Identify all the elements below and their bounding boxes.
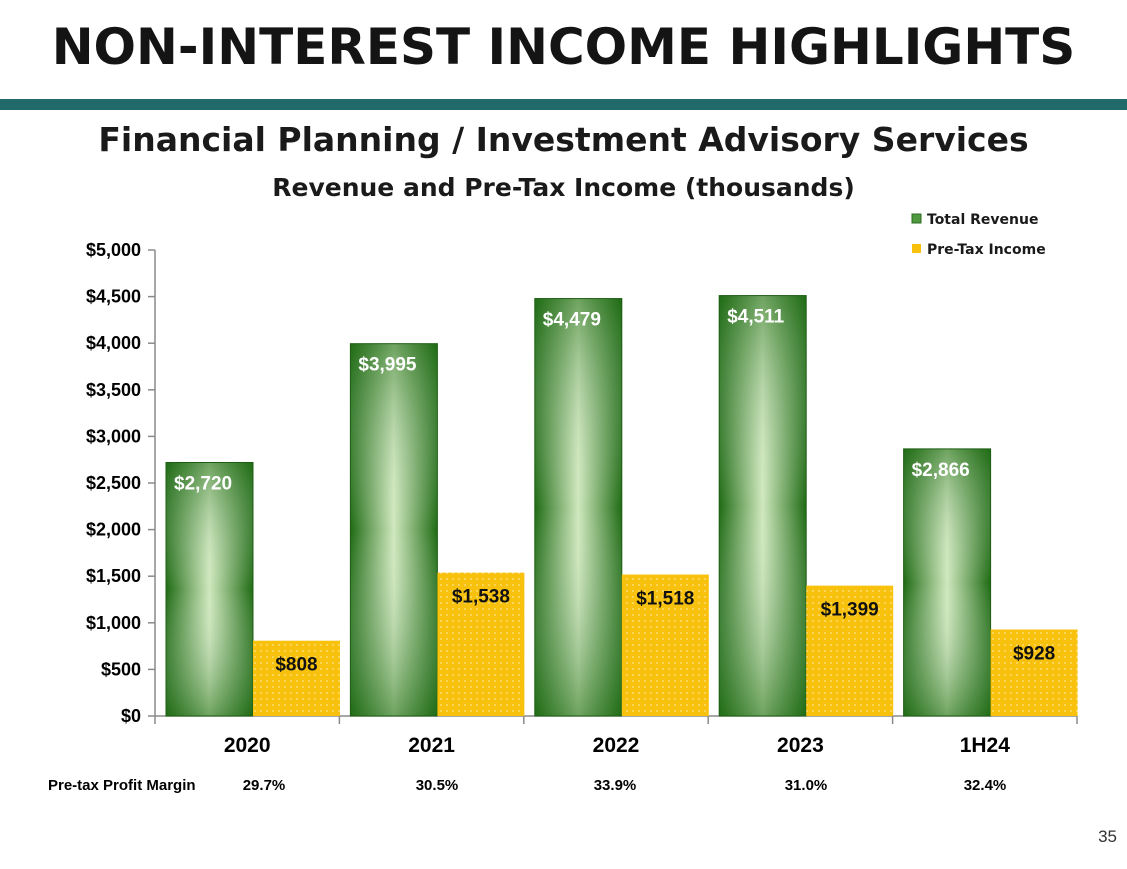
pretax-bar: [990, 629, 1078, 716]
y-tick-label: $1,500: [86, 566, 141, 586]
revenue-bar-shade: [719, 295, 807, 716]
legend-swatch-pretax: [912, 244, 921, 253]
revenue-value-label: $2,720: [174, 473, 232, 494]
revenue-bar-group: [349, 343, 438, 717]
page-number: 35: [1098, 827, 1117, 846]
revenue-value-label: $3,995: [358, 355, 417, 376]
legend-swatch-revenue: [911, 213, 922, 224]
revenue-bar-shade: [350, 343, 438, 716]
revenue-bar-group: [534, 298, 623, 717]
revenue-bar-outline: [903, 448, 992, 717]
profit-margin-row-label: Pre-tax Profit Margin: [48, 777, 196, 794]
y-tick-label: $1,000: [86, 613, 141, 633]
y-tick-label: $500: [101, 659, 141, 679]
pretax-bar: [806, 585, 894, 716]
revenue-value-label: $4,479: [543, 310, 601, 331]
y-tick-label: $2,500: [86, 473, 141, 493]
pretax-value-label: $808: [275, 655, 317, 676]
pretax-bar: [437, 572, 525, 716]
title-divider: [0, 99, 1127, 110]
pretax-value-label: $1,538: [452, 587, 510, 608]
pretax-value-label: $1,518: [636, 589, 694, 610]
revenue-bar-outline: [534, 298, 623, 717]
y-tick-label: $4,000: [86, 333, 141, 353]
y-tick-label: $3,500: [86, 380, 141, 400]
legend-label-pretax: Pre-Tax Income: [927, 242, 1046, 258]
revenue-bar-outline: [718, 295, 807, 717]
revenue-bar-outline: [349, 343, 438, 717]
x-category-label: 1H24: [960, 734, 1011, 757]
revenue-value-label: $2,866: [912, 460, 970, 481]
revenue-bar-group: [903, 448, 992, 717]
pretax-bar: [621, 574, 709, 716]
profit-margin-value: 31.0%: [785, 777, 828, 794]
x-category-label: 2021: [408, 734, 455, 757]
pretax-value-label: $1,399: [821, 600, 879, 621]
x-category-label: 2023: [777, 734, 824, 757]
page-subtitle: Financial Planning / Investment Advisory…: [98, 120, 1029, 159]
y-tick-label: $0: [121, 706, 141, 726]
revenue-bar-shade: [534, 298, 622, 716]
profit-margin-value: 32.4%: [964, 777, 1007, 794]
revenue-bar-group: [718, 295, 807, 717]
chart-title: Revenue and Pre-Tax Income (thousands): [272, 173, 855, 202]
pretax-value-label: $928: [1013, 644, 1055, 665]
y-tick-label: $3,000: [86, 426, 141, 446]
page-title: NON-INTEREST INCOME HIGHLIGHTS: [51, 18, 1076, 76]
y-tick-label: $4,500: [86, 287, 141, 307]
profit-margin-value: 30.5%: [416, 777, 459, 794]
profit-margin-value: 33.9%: [594, 777, 637, 794]
y-tick-label: $2,000: [86, 520, 141, 540]
revenue-bar-group: [165, 461, 254, 717]
revenue-bar-outline: [165, 461, 254, 717]
pretax-bar: [253, 640, 340, 716]
y-tick-label: $5,000: [86, 240, 141, 260]
revenue-bar-shade: [166, 462, 253, 716]
profit-margin-value: 29.7%: [243, 777, 286, 794]
x-category-label: 2020: [224, 734, 271, 757]
revenue-value-label: $4,511: [727, 307, 784, 328]
x-category-label: 2022: [593, 734, 640, 757]
revenue-bar-shade: [903, 448, 991, 716]
legend-label-revenue: Total Revenue: [927, 212, 1038, 228]
